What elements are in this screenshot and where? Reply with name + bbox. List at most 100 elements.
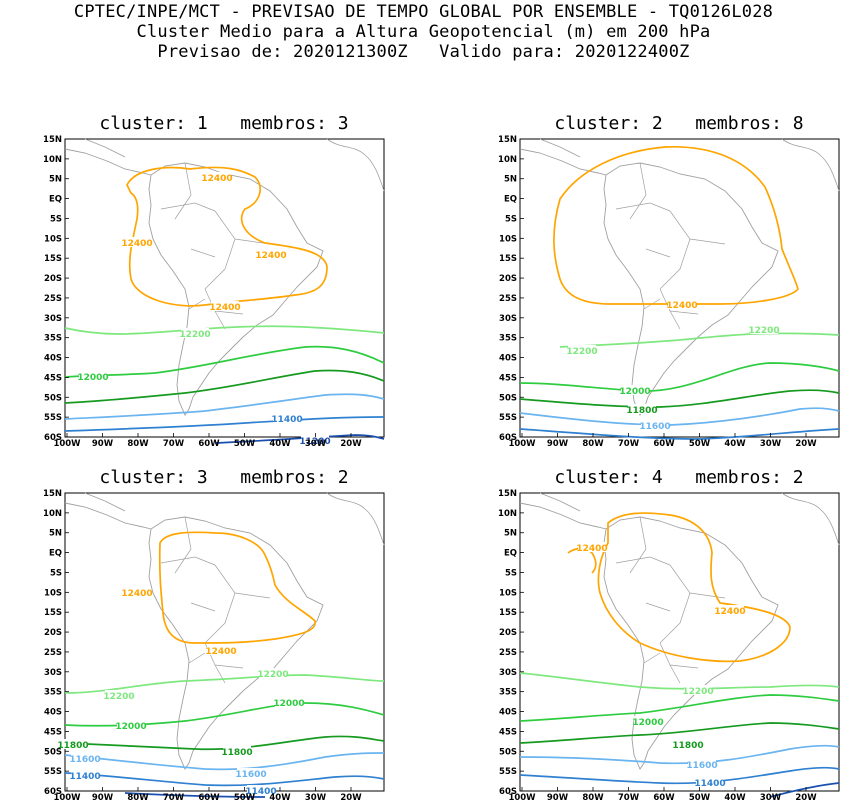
contour-label-bg	[79, 371, 107, 381]
contour-11800	[519, 722, 840, 744]
lat-tick-label: 30S	[44, 314, 62, 324]
lat-tick-label: 15S	[499, 254, 517, 264]
contour-label-bg	[105, 690, 133, 700]
contour-label-bg	[117, 720, 145, 730]
coastline-central-america	[64, 492, 152, 530]
lon-tick-label: 50W	[234, 793, 256, 803]
contour-label-bg	[696, 777, 724, 787]
contour-label: 12200	[257, 670, 288, 680]
lon-tick-label: 20W	[340, 793, 362, 803]
contour-label-bg	[621, 385, 649, 395]
lon-tick-label: 50W	[689, 439, 711, 449]
lat-tick-label: 10S	[499, 588, 517, 598]
lat-tick-label: 40S	[499, 354, 517, 364]
lat-tick-label: 60S	[499, 433, 517, 443]
contour-12400	[553, 145, 799, 305]
lat-tick-label: 45S	[499, 727, 517, 737]
coastline	[603, 516, 779, 770]
contour-label: 12200	[566, 347, 597, 357]
coastline-africa	[326, 492, 385, 546]
lat-tick-label: 60S	[44, 433, 62, 443]
map-frame	[519, 138, 840, 438]
panel-title-4: cluster: 4 membros: 2	[554, 467, 804, 488]
map-panel-4: 12400 12400 12200 12000 11800 11600 11400 15N 10…	[498, 489, 840, 803]
contour-label-bg	[684, 685, 712, 695]
coastline-africa	[781, 138, 840, 192]
lat-tick-label: 20S	[44, 274, 62, 284]
contour-label-bg	[203, 172, 231, 182]
lat-tick-label: 35S	[499, 688, 517, 698]
lat-tick-label: 10S	[44, 234, 62, 244]
contour-label-bg	[641, 420, 669, 430]
contour-11400	[64, 772, 385, 787]
lat-tick-label: 40S	[44, 708, 62, 718]
coastline-central-america	[64, 138, 152, 176]
contour-11800	[64, 369, 385, 404]
contour-label: 12400	[121, 239, 152, 249]
lat-tick-label: 30S	[44, 668, 62, 678]
lon-tick-label: 40W	[269, 439, 291, 449]
contour-12200	[64, 674, 385, 694]
contour-label-bg	[688, 759, 716, 769]
lat-tick-label: 35S	[44, 334, 62, 344]
lat-tick-label: 5S	[50, 214, 62, 224]
lat-tick-label: 5N	[504, 529, 517, 539]
country-borders	[160, 516, 271, 684]
lat-tick-label: EQ	[504, 549, 517, 559]
contour-label-bg	[273, 413, 301, 423]
coastline	[148, 516, 324, 770]
lat-tick-label: 30S	[499, 668, 517, 678]
lat-tick-label: 60S	[499, 787, 517, 797]
contour-label-bg	[71, 753, 99, 763]
map-panel-2: 12400 12200 12200 12000 11800 11600 15N 10N 5N EQ…	[498, 135, 840, 449]
contour-label: 12200	[103, 692, 134, 702]
contour-11400	[519, 428, 840, 440]
lat-tick-label: EQ	[49, 195, 62, 205]
contour-label: 11400	[69, 772, 100, 782]
contour-label-bg	[123, 237, 151, 247]
lon-tick-label: 80W	[127, 439, 149, 449]
contour-label: 11400	[245, 787, 276, 797]
lat-tick-label: 5S	[505, 214, 517, 224]
lat-tick-label: 15N	[43, 135, 62, 145]
contour-label-bg	[247, 785, 275, 795]
contour-label-bg	[211, 301, 239, 311]
lat-tick-label: 5S	[505, 568, 517, 578]
contour-12200	[64, 325, 385, 335]
lat-tick-label: 35S	[499, 334, 517, 344]
lat-tick-label: 15S	[44, 608, 62, 618]
contour-label: 11600	[235, 770, 266, 780]
lat-tick-label: 55S	[44, 767, 62, 777]
lat-tick-label: 25S	[499, 294, 517, 304]
contour-label: 12000	[77, 373, 108, 383]
contour-11200	[214, 434, 385, 444]
lat-tick-label: 10N	[498, 155, 517, 165]
contour-label-bg	[668, 299, 696, 309]
contour-label-bg	[223, 746, 251, 756]
contour-label: 12000	[632, 718, 663, 728]
lat-tick-label: 5N	[504, 175, 517, 185]
coastline-central-america	[519, 492, 607, 530]
lon-tick-label: 70W	[618, 793, 640, 803]
lat-tick-label: 50S	[44, 747, 62, 757]
lon-tick-label: 60W	[653, 439, 675, 449]
lon-tick-label: 60W	[653, 793, 675, 803]
contour-12400	[567, 512, 791, 663]
lon-tick-label: 20W	[795, 793, 817, 803]
panel-title-1: cluster: 1 membros: 3	[99, 113, 349, 134]
contour-label-bg	[568, 345, 596, 355]
lat-tick-label: 10N	[498, 509, 517, 519]
lat-tick-label: 45S	[44, 373, 62, 383]
header-line-3: Previsao de: 2020121300Z Valido para: 20…	[157, 42, 690, 62]
lat-tick-label: 20S	[499, 274, 517, 284]
lon-tick-label: 90W	[547, 793, 569, 803]
contour-label: 11800	[221, 748, 252, 758]
coastline-africa	[326, 138, 385, 192]
lat-tick-label: 15S	[499, 608, 517, 618]
lat-tick-label: 55S	[499, 413, 517, 423]
contour-label: 11400	[694, 779, 725, 789]
contour-label: 11800	[626, 406, 657, 416]
contour-label-bg	[257, 249, 285, 259]
lon-tick-label: 60W	[198, 439, 220, 449]
lat-tick-label: 20S	[499, 628, 517, 638]
